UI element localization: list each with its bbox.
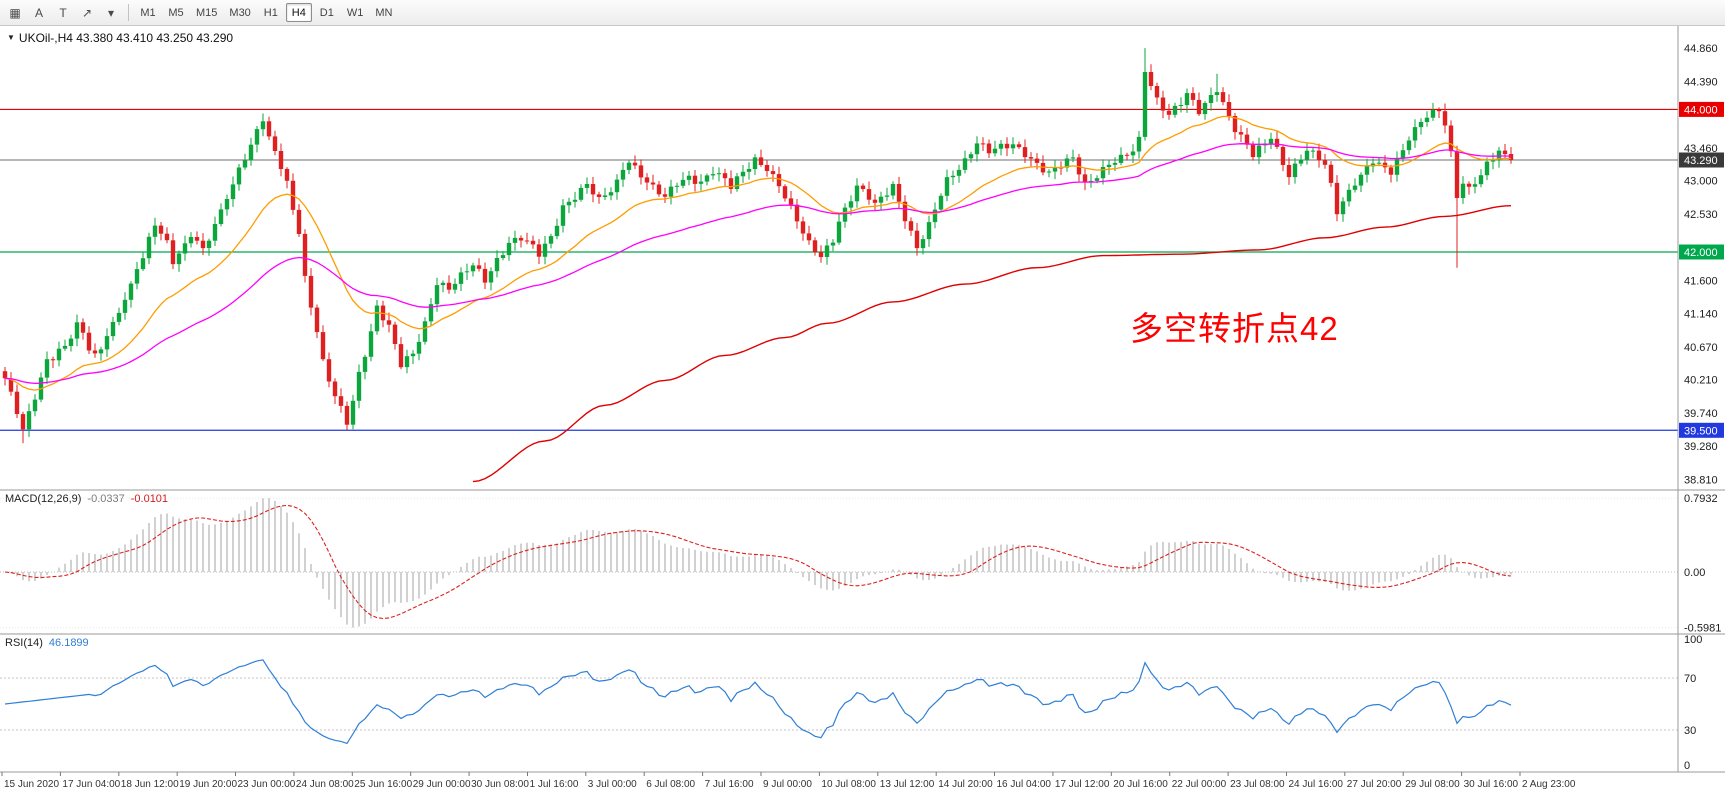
- time-label: 18 Jun 12:00: [121, 779, 179, 790]
- time-label: 10 Jul 08:00: [821, 779, 876, 790]
- price-badge-39.500: [1679, 422, 1724, 438]
- price-badge-text: 43.290: [1684, 155, 1718, 167]
- time-label: 7 Jul 16:00: [705, 779, 754, 790]
- price-tick-label: 43.460: [1684, 143, 1718, 155]
- price-badge-text: 42.000: [1684, 247, 1718, 259]
- rsi-line: [4, 659, 1512, 745]
- timeframe-m5-button[interactable]: M5: [163, 3, 189, 22]
- macd-name: MACD(12,26,9): [5, 493, 82, 505]
- price-tick-label: 39.740: [1684, 408, 1718, 420]
- symbol-dropdown-icon[interactable]: ▼: [7, 33, 15, 42]
- dropdown-caret-icon[interactable]: ▾: [100, 3, 122, 23]
- moving-averages: [4, 115, 1512, 483]
- time-label: 23 Jun 00:00: [238, 779, 296, 790]
- time-label: 30 Jun 08:00: [471, 779, 529, 790]
- time-label: 17 Jul 12:00: [1055, 779, 1110, 790]
- time-label: 24 Jul 16:00: [1289, 779, 1344, 790]
- candles: [2, 48, 1514, 444]
- toolbar: ▦ A T ↗ ▾ M1 M5 M15 M30 H1 H4 D1 W1 MN: [0, 0, 1725, 26]
- timeframe-h1-button[interactable]: H1: [258, 3, 284, 22]
- price-tick-label: 41.600: [1684, 276, 1718, 288]
- price-badge-43.290: [1679, 152, 1724, 168]
- rsi-value: 46.1899: [48, 637, 89, 649]
- macd-scale-label: 0.00: [1684, 567, 1705, 579]
- price-scale[interactable]: 44.860 44.390 43.460 43.000 42.530 41.600 41.1…: [1679, 43, 1724, 487]
- timeframe-mn-button[interactable]: MN: [370, 3, 397, 22]
- time-label: 9 Jul 00:00: [763, 779, 812, 790]
- timeframe-h4-button[interactable]: H4: [285, 3, 312, 22]
- macd-signal-line: [4, 504, 1512, 620]
- time-label: 29 Jul 08:00: [1405, 779, 1460, 790]
- time-axis[interactable]: 15 Jun 2020 17 Jun 04:00 18 Jun 12:00 19 Ju…: [1, 772, 1576, 790]
- rsi-scale-label: 100: [1684, 634, 1702, 646]
- macd-histogram: [4, 498, 1512, 628]
- time-label: 17 Jun 04:00: [62, 779, 120, 790]
- price-badge-text: 39.500: [1684, 425, 1718, 437]
- time-label: 6 Jul 08:00: [646, 779, 695, 790]
- text-tool-icon[interactable]: T: [52, 3, 74, 23]
- symbol-ohlc-text: UKOil-,H4 43.380 43.410 43.250 43.290: [18, 31, 234, 45]
- time-label: 24 Jun 08:00: [296, 779, 354, 790]
- rsi-name: RSI(14): [5, 637, 43, 649]
- rsi-scale-label: 0: [1684, 760, 1690, 772]
- time-label: 16 Jul 04:00: [997, 779, 1052, 790]
- timeframe-m1-button[interactable]: M1: [135, 3, 161, 22]
- toolbar-separator: [128, 4, 129, 21]
- price-tick-label: 43.000: [1684, 176, 1718, 188]
- timeframe-m15-button[interactable]: M15: [191, 3, 222, 22]
- price-badge-42.000: [1679, 244, 1724, 260]
- chart-window-icon[interactable]: ▦: [4, 3, 26, 23]
- timeframe-m30-button[interactable]: M30: [224, 3, 255, 22]
- cursor-tool-icon[interactable]: A: [28, 3, 50, 23]
- rsi-scale-label: 70: [1684, 673, 1696, 685]
- macd-scale-label: -0.5981: [1684, 623, 1721, 635]
- time-label: 20 Jul 16:00: [1113, 779, 1168, 790]
- macd-label: MACD(12,26,9) -0.0337 -0.0101: [5, 493, 168, 505]
- price-tick-label: 39.280: [1684, 441, 1718, 453]
- macd-scale-label: 0.7932: [1684, 493, 1718, 505]
- symbol-info: ▼ UKOil-,H4 43.380 43.410 43.250 43.290: [7, 31, 233, 45]
- time-label: 13 Jul 12:00: [880, 779, 935, 790]
- annotation-text: 多空转折点42: [1130, 310, 1339, 347]
- ma-slow-line: [472, 205, 1512, 483]
- ma-fast-line: [4, 115, 1512, 391]
- time-label: 14 Jul 20:00: [938, 779, 993, 790]
- price-tick-label: 38.810: [1684, 475, 1718, 487]
- time-label: 30 Jul 16:00: [1464, 779, 1519, 790]
- timeframe-w1-button[interactable]: W1: [342, 3, 369, 22]
- time-label: 1 Jul 16:00: [530, 779, 579, 790]
- price-badge-text: 44.000: [1684, 104, 1718, 116]
- panel-gridlines: [0, 497, 1678, 731]
- ma-mid-line: [4, 143, 1512, 385]
- time-label: 25 Jun 16:00: [354, 779, 412, 790]
- price-tick-label: 44.390: [1684, 77, 1718, 89]
- price-tick-label: 42.530: [1684, 209, 1718, 221]
- time-label: 23 Jul 08:00: [1230, 779, 1285, 790]
- panel-separators: [0, 26, 1725, 773]
- toolbar-icons: ▦ A T ↗ ▾: [3, 3, 123, 23]
- time-label: 27 Jul 20:00: [1347, 779, 1402, 790]
- time-label: 29 Jun 00:00: [413, 779, 471, 790]
- macd-signal-value: -0.0101: [130, 493, 169, 505]
- rsi-panel: [4, 659, 1512, 745]
- price-badge-44.000: [1679, 101, 1724, 117]
- rsi-label: RSI(14) 46.1899: [5, 637, 89, 649]
- time-label: 15 Jun 2020: [4, 779, 59, 790]
- price-tick-label: 40.670: [1684, 342, 1718, 354]
- price-tick-label: 40.210: [1684, 375, 1718, 387]
- timeframe-d1-button[interactable]: D1: [314, 3, 340, 22]
- time-label: 22 Jul 00:00: [1172, 779, 1227, 790]
- timeframe-toolbar: M1 M5 M15 M30 H1 H4 D1 W1 MN: [134, 3, 398, 22]
- rsi-scale-label: 30: [1684, 725, 1696, 737]
- time-label: 2 Aug 23:00: [1522, 779, 1576, 790]
- price-tick-label: 44.860: [1684, 43, 1718, 55]
- macd-value: -0.0337: [87, 493, 125, 505]
- price-tick-label: 41.140: [1684, 308, 1718, 320]
- time-label: 19 Jun 20:00: [179, 779, 237, 790]
- time-label: 3 Jul 00:00: [588, 779, 637, 790]
- draw-arrow-tool-icon[interactable]: ↗: [76, 3, 98, 23]
